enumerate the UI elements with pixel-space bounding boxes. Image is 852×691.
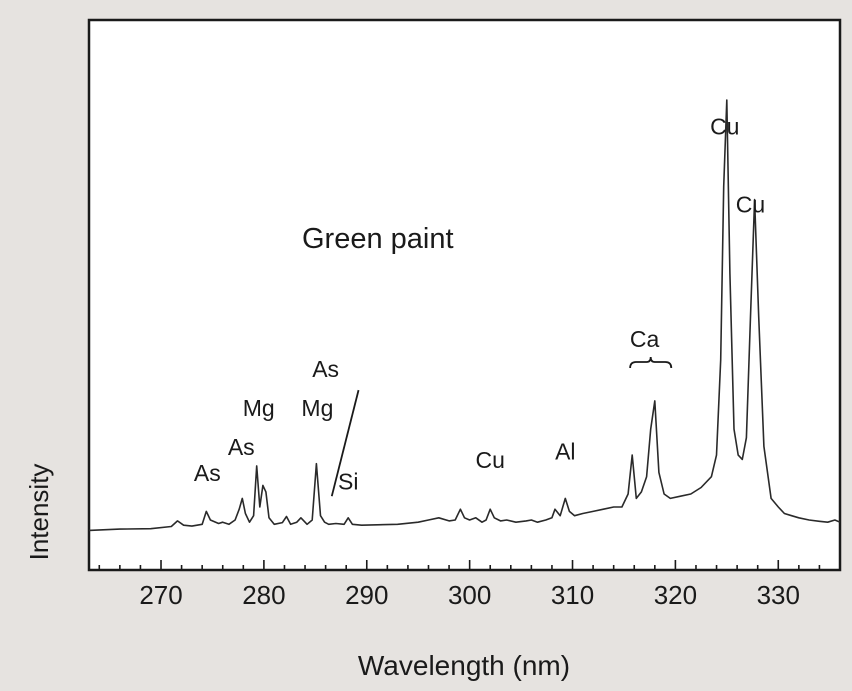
peak-label: Si <box>338 469 358 495</box>
x-tick-label: 270 <box>139 580 182 610</box>
y-axis-label: Intensity <box>24 464 54 561</box>
ca-brace <box>629 356 673 369</box>
peak-label: As <box>312 356 339 382</box>
x-tick-label: 300 <box>448 580 491 610</box>
peak-label: Cu <box>476 447 505 473</box>
series-layer <box>88 99 841 532</box>
peak-label: Al <box>555 438 575 464</box>
spectrum-series-line <box>88 99 841 532</box>
sample-annotation: Green paint <box>302 223 454 255</box>
plot-area <box>87 18 842 572</box>
peak-label: Cu <box>736 192 765 218</box>
x-axis-label: Wavelength (nm) <box>358 650 570 681</box>
as-leader-line <box>330 389 360 497</box>
x-tick-label: 310 <box>551 580 594 610</box>
x-tick-label: 280 <box>242 580 285 610</box>
peak-label: Ca <box>630 326 660 352</box>
peak-label-layer: As As Mg Mg As Si Cu Al Ca Cu Cu <box>194 114 765 497</box>
peak-label: As <box>194 460 221 486</box>
peak-label: As <box>228 434 255 460</box>
x-tick-label: 290 <box>345 580 388 610</box>
x-tick-label: 330 <box>757 580 800 610</box>
peak-label: Cu <box>710 114 739 140</box>
x-tick-label: 320 <box>654 580 697 610</box>
peak-label: Mg <box>301 395 333 421</box>
peak-label: Mg <box>243 395 275 421</box>
x-axis: 270 280 290 300 310 320 330 <box>98 560 841 610</box>
